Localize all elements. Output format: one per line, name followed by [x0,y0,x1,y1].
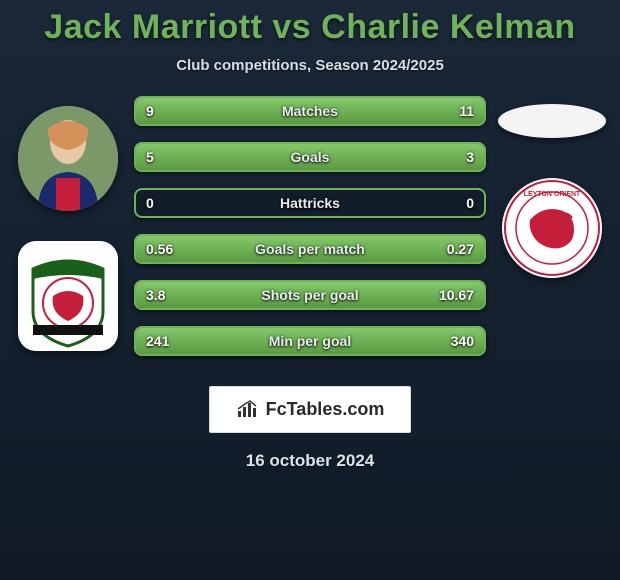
source-logo-text: FcTables.com [266,399,385,419]
stat-row: 00Hattricks [134,188,486,218]
stat-label: Shots per goal [136,282,484,308]
club-left-badge [18,241,118,351]
stat-label: Min per goal [136,328,484,354]
date-label: 16 october 2024 [0,451,620,471]
avatar-placeholder-icon [18,106,118,211]
stat-label: Matches [136,98,484,124]
stats-bars: 911Matches 53Goals 00Hattricks 0.560.27Goal… [128,96,492,372]
stat-row: 3.810.67Shots per goal [134,280,486,310]
stat-label: Goals [136,144,484,170]
comparison-content: 911Matches 53Goals 00Hattricks 0.560.27Goal… [0,96,620,372]
club-badge-left-icon [18,241,118,351]
page-title: Jack Marriott vs Charlie Kelman [0,0,620,47]
player-left-avatar [18,106,118,211]
stat-row: 53Goals [134,142,486,172]
stat-row: 0.560.27Goals per match [134,234,486,264]
stat-label: Hattricks [136,190,484,216]
left-side-column [8,96,128,372]
club-badge-right-icon: LEYTON ORIENT [502,178,602,278]
stat-label: Goals per match [136,236,484,262]
chart-icon [236,399,260,419]
footer: FcTables.com [0,386,620,433]
stat-row: 241340Min per goal [134,326,486,356]
right-side-column: LEYTON ORIENT [492,96,612,372]
player-right-avatar [498,104,606,138]
svg-text:LEYTON ORIENT: LEYTON ORIENT [524,191,581,198]
source-logo: FcTables.com [209,386,412,433]
subtitle: Club competitions, Season 2024/2025 [0,57,620,74]
stat-row: 911Matches [134,96,486,126]
club-right-badge: LEYTON ORIENT [502,178,602,278]
